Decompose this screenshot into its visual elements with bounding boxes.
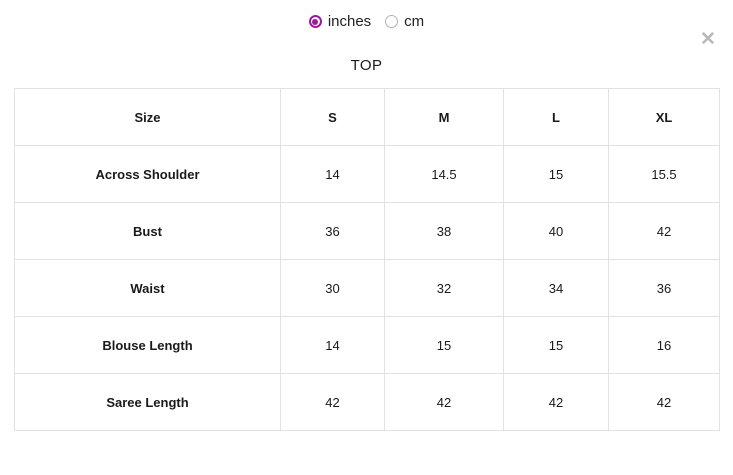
cell-bust-xl: 42 <box>608 202 720 260</box>
cell-waist-l: 34 <box>503 259 609 317</box>
radio-inches-icon[interactable] <box>308 15 322 28</box>
cell-blouse-length-m: 15 <box>384 316 504 374</box>
unit-option-inches[interactable]: inches <box>308 13 372 30</box>
cell-across-shoulder-l: 15 <box>503 145 609 203</box>
row-label-saree-length: Saree Length <box>14 373 281 431</box>
unit-option-cm[interactable]: cm <box>385 14 424 29</box>
cell-across-shoulder-xl: 15.5 <box>608 145 720 203</box>
table-row: Bust 36 38 40 42 <box>14 202 720 260</box>
cell-waist-s: 30 <box>280 259 385 317</box>
cell-waist-m: 32 <box>384 259 504 317</box>
table-head: Size S M L XL <box>14 88 720 146</box>
row-label-blouse-length: Blouse Length <box>14 316 281 374</box>
column-header-size: Size <box>14 88 281 146</box>
unit-label-inches: inches <box>327 13 372 30</box>
column-header-m: M <box>384 88 504 146</box>
table-row: Across Shoulder 14 14.5 15 15.5 <box>14 145 720 203</box>
page-title: TOP <box>350 57 383 74</box>
unit-label-cm: cm <box>404 13 425 30</box>
cell-saree-length-l: 42 <box>503 373 609 431</box>
radio-cm-icon[interactable] <box>385 15 399 28</box>
close-icon[interactable]: ✕ <box>700 28 716 50</box>
unit-selector: inches cm <box>0 14 733 29</box>
table-header-row: Size S M L XL <box>14 88 720 146</box>
cell-saree-length-xl: 42 <box>608 373 720 431</box>
table-row: Waist 30 32 34 36 <box>14 259 720 317</box>
cell-saree-length-m: 42 <box>384 373 504 431</box>
cell-across-shoulder-s: 14 <box>280 145 385 203</box>
column-header-s: S <box>280 88 385 146</box>
table-row: Saree Length 42 42 42 42 <box>14 373 720 431</box>
cell-waist-xl: 36 <box>608 259 720 317</box>
cell-blouse-length-s: 14 <box>280 316 385 374</box>
column-header-xl: XL <box>608 88 720 146</box>
row-label-bust: Bust <box>14 202 281 260</box>
table-row: Blouse Length 14 15 15 16 <box>14 316 720 374</box>
row-label-across-shoulder: Across Shoulder <box>14 145 281 203</box>
size-chart-table: Size S M L XL Across Shoulder 14 14.5 15… <box>14 88 720 431</box>
cell-saree-length-s: 42 <box>280 373 385 431</box>
size-chart-container: Size S M L XL Across Shoulder 14 14.5 15… <box>14 88 720 431</box>
cell-across-shoulder-m: 14.5 <box>384 145 504 203</box>
cell-bust-l: 40 <box>503 202 609 260</box>
column-header-l: L <box>503 88 609 146</box>
table-body: Across Shoulder 14 14.5 15 15.5 Bust 36 … <box>14 145 720 431</box>
cell-blouse-length-l: 15 <box>503 316 609 374</box>
cell-bust-m: 38 <box>384 202 504 260</box>
cell-blouse-length-xl: 16 <box>608 316 720 374</box>
row-label-waist: Waist <box>14 259 281 317</box>
cell-bust-s: 36 <box>280 202 385 260</box>
